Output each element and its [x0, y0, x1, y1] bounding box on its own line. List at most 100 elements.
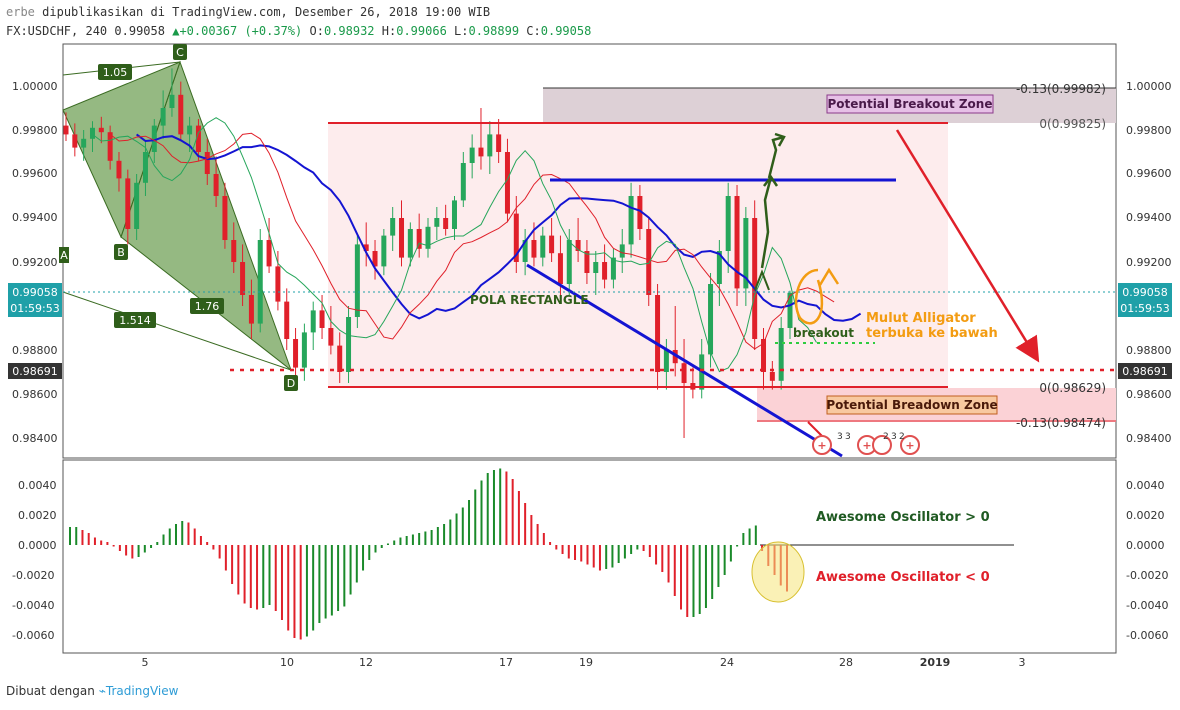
oscillator-bar [598, 545, 601, 571]
price-tick: 0.99600 [1126, 167, 1172, 180]
osc-tick: -0.0060 [1126, 629, 1168, 642]
candle-body [240, 262, 246, 295]
candle-body [399, 218, 405, 258]
oscillator-bar [486, 473, 489, 545]
oscillator-bar [617, 545, 620, 563]
current-price-tag-left [8, 283, 62, 317]
oscillator-bar [187, 522, 190, 545]
osc-tick: 0.0040 [1126, 479, 1165, 492]
candle-body [231, 240, 237, 262]
oscillator-bar [324, 545, 327, 619]
oscillator-bar [418, 533, 421, 545]
candle-body [134, 182, 140, 229]
price-tick: 0.98600 [1126, 388, 1172, 401]
price-tick-left: 1.00000 [12, 80, 58, 93]
oscillator-bar [349, 545, 352, 595]
oscillator-bar [106, 542, 109, 545]
osc-tick: -0.0020 [1126, 569, 1168, 582]
badge-count: 3 [837, 432, 843, 442]
point-d-label: D [287, 377, 295, 390]
oscillator-bar [511, 479, 514, 545]
price-tick-left: 0.99600 [12, 167, 58, 180]
oscillator-bar [630, 545, 633, 554]
candle-body [496, 134, 502, 152]
price-axis: 1.00000 0.99800 0.99600 0.99400 0.99200 … [8, 80, 1172, 445]
candle-body [566, 240, 572, 284]
price-tick-left: 0.99400 [12, 211, 58, 224]
oscillator-pane-frame [62, 459, 1117, 654]
candle-body [72, 134, 78, 148]
candle-body [293, 339, 299, 368]
symbol-label: FX:USDCHF, 240 [6, 24, 108, 38]
oscillator-bar [692, 545, 695, 617]
svg-text:+: + [862, 439, 871, 452]
oscillator-bar [474, 489, 477, 545]
candle-body [257, 240, 263, 324]
tradingview-logo-icon: ⌁ [98, 684, 106, 698]
candle-body [151, 125, 157, 152]
candle-body [81, 138, 87, 148]
oscillator-bar [680, 545, 683, 610]
candle-body [222, 196, 228, 240]
candle-body [107, 132, 113, 161]
ratio-label: 1.514 [119, 314, 151, 327]
oscillator-bar [131, 545, 134, 559]
marked-price-tag-left [8, 363, 62, 379]
oscillator-bar [561, 545, 564, 554]
oscillator-bar [224, 545, 227, 571]
candle-body [716, 251, 722, 284]
oscillator-bar [206, 542, 209, 545]
badge-count: 2 [899, 432, 905, 442]
oscillator-bar [362, 545, 365, 571]
oscillator-bar [754, 525, 757, 545]
oscillator-bar [143, 545, 146, 553]
candle-body [619, 244, 625, 258]
oscillator-bar [287, 545, 290, 631]
candle-body [708, 284, 714, 355]
footer-prefix: Dibuat dengan [6, 684, 95, 698]
oscillator-bar [118, 545, 121, 551]
candle-body [310, 310, 316, 333]
oscillator-bar [231, 545, 234, 584]
oscillator-bar [393, 540, 396, 545]
oscillator-bar [75, 527, 78, 545]
up-arrow-1-head [763, 174, 779, 187]
oscillator-bar [530, 515, 533, 545]
candle-body [637, 196, 643, 229]
candle-body [443, 218, 449, 229]
fib-label: -0.13(0.98474) [1016, 416, 1106, 430]
oscillator-bar [312, 545, 315, 631]
rectangle-pattern-zone [328, 123, 948, 388]
oscillator-bar [193, 528, 196, 545]
oscillator-bar [592, 545, 595, 568]
oscillator-bar [555, 545, 558, 550]
badge-count: 3 [891, 432, 897, 442]
oscillator-bar [112, 545, 115, 547]
candle-body [266, 240, 272, 267]
oscillator-bar [386, 543, 389, 545]
price-tick-left: 0.99200 [12, 256, 58, 269]
candle-body [301, 332, 307, 368]
oscillator-bar [636, 545, 639, 550]
candle-body [178, 94, 184, 135]
candle-body [346, 317, 352, 372]
candle-body [734, 196, 740, 289]
candle-body [328, 328, 334, 346]
candle-body [487, 134, 493, 157]
oscillator-bar [605, 545, 608, 569]
alligator-label: Mulut Alligator [866, 311, 976, 326]
candle-body [381, 235, 387, 267]
price-tick-left: 0.98400 [12, 432, 58, 445]
candle-body [169, 94, 175, 108]
oscillator-bar [704, 545, 707, 608]
candle-body [769, 372, 775, 381]
oscillator-bar [524, 503, 527, 545]
author: erbe [6, 5, 35, 19]
candle-body [372, 251, 378, 267]
oscillator-bar [199, 536, 202, 545]
event-badges[interactable]: + + + 3 3 2 3 2 [812, 432, 920, 455]
publish-line: erbe dipublikasikan di TradingView.com, … [6, 5, 490, 19]
oscillator-bar [399, 537, 402, 545]
time-tick: 17 [499, 656, 513, 669]
